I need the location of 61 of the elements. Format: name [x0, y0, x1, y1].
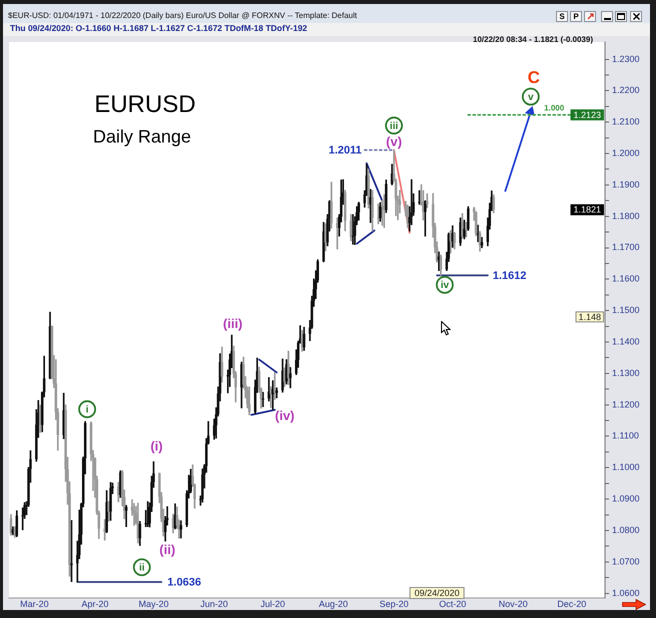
annotation: iii — [390, 120, 398, 132]
x-tick-label: Jul-20 — [260, 598, 286, 609]
text: Thu 09/24/2020: O-1.1660 H-1.1687 L-1.1627 C-1.1672 TDofM-18 TDofY-192 — [10, 23, 308, 33]
y-tick-label: 1.1000 — [612, 462, 640, 472]
x-tick-label: May-20 — [138, 598, 169, 609]
text: EURUSD — [94, 91, 196, 119]
annotation: (iv) — [275, 408, 295, 423]
annotation: i — [86, 404, 89, 416]
x-tick-label: Mar-20 — [20, 598, 49, 609]
x-tick-label: Nov-20 — [498, 598, 528, 609]
y-tick-label: 1.0900 — [612, 494, 640, 504]
y-tick-label: 1.1900 — [612, 179, 640, 190]
candlestick — [70, 520, 73, 582]
button: S — [556, 11, 568, 22]
annotation: v — [528, 92, 534, 103]
annotation: 1.148 — [578, 312, 602, 322]
y-tick-label: 1.2300 — [612, 54, 640, 64]
candlestick — [180, 520, 182, 538]
annotation: (v) — [386, 134, 402, 150]
annotation: 1.0636 — [167, 576, 202, 589]
annotation: (i) — [150, 438, 163, 454]
candlestick — [146, 501, 149, 528]
annotation: iv — [440, 280, 450, 292]
candlestick — [352, 214, 354, 245]
annotation: ii — [139, 562, 145, 574]
y-tick-label: 1.1100 — [612, 430, 639, 441]
y-tick-label: 1.1200 — [612, 399, 640, 410]
y-tick-label: 1.0700 — [612, 556, 640, 566]
annotation: (iii) — [223, 316, 243, 332]
x-tick-label: Dec-20 — [557, 598, 586, 609]
y-tick-label: 1.1300 — [612, 368, 640, 378]
text: $EUR-USD: 01/04/1971 - 10/22/2020 (Daily bars) Euro/US Dollar @ FORXNV -- Template: Default — [8, 11, 358, 20]
y-tick-label: 1.0800 — [612, 524, 640, 535]
text: Daily Range — [92, 126, 192, 148]
y-tick-label: 1.1500 — [612, 305, 640, 316]
x-tick-label: Oct-20 — [439, 598, 466, 609]
x-tick-label: Apr-20 — [81, 598, 108, 609]
annotation: 1.1821 — [573, 204, 601, 215]
button: P — [570, 11, 582, 22]
x-tick-label: Aug-20 — [318, 598, 348, 609]
annotation: 1.000 — [544, 104, 565, 113]
x-tick-label: Jun-20 — [200, 598, 228, 609]
x-tick-label: Sep-20 — [379, 598, 408, 609]
y-tick-label: 1.2200 — [612, 85, 640, 96]
y-tick-label: 1.1800 — [612, 210, 640, 221]
annotation: 09/24/2020 — [409, 587, 465, 599]
y-tick-label: 1.2100 — [612, 116, 640, 127]
y-tick-label: 1.1700 — [612, 242, 640, 252]
annotation: C — [528, 68, 540, 87]
annotation: (ii) — [159, 542, 176, 558]
y-tick-label: 1.1400 — [612, 336, 640, 346]
annotation: 10/22/20 08:34 - 1.1821 (-0.0039) — [472, 35, 593, 44]
candlestick — [262, 392, 264, 408]
annotation: 1.2011 — [328, 144, 362, 157]
y-tick-label: 1.0600 — [612, 588, 640, 598]
y-tick-label: 1.1600 — [612, 274, 640, 284]
y-tick-label: 1.2000 — [612, 148, 640, 158]
annotation: 1.1612 — [492, 270, 526, 282]
candlestick — [124, 505, 128, 528]
annotation: 1.2123 — [573, 110, 601, 120]
candlestick — [465, 222, 468, 238]
